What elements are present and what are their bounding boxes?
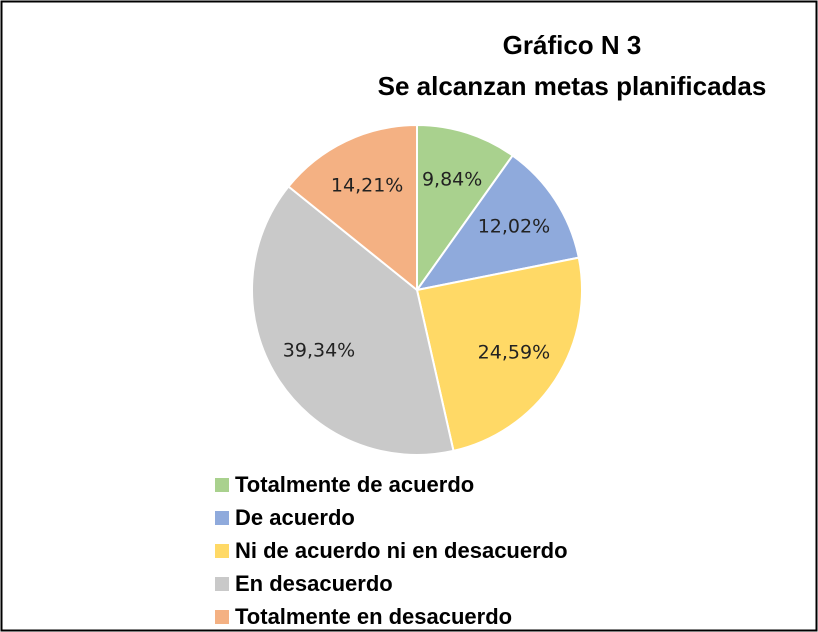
legend-swatch: [215, 610, 229, 624]
legend-swatch: [215, 577, 229, 591]
pie-slice: [416, 123, 515, 294]
legend-label: Totalmente de acuerdo: [235, 472, 474, 497]
pie-slice: [415, 256, 583, 453]
data-label: 14,21%: [331, 174, 403, 196]
data-label: 39,34%: [283, 340, 355, 362]
legend-label: De acuerdo: [235, 505, 355, 530]
data-label: 12,02%: [478, 216, 550, 238]
legend-swatch: [215, 478, 229, 492]
legend-label: Totalmente en desacuerdo: [235, 604, 512, 629]
chart-title: Gráfico N 3: [503, 30, 642, 60]
data-label: 24,59%: [478, 341, 550, 363]
pie-slice: [287, 123, 418, 293]
legend-swatch: [215, 511, 229, 525]
legend-swatch: [215, 544, 229, 558]
data-label: 9,84%: [422, 168, 482, 190]
chart-subtitle: Se alcanzan metas planificadas: [378, 71, 767, 101]
legend-label: Ni de acuerdo ni en desacuerdo: [235, 538, 568, 563]
pie-slice: [414, 154, 580, 292]
legend-label: En desacuerdo: [235, 571, 393, 596]
pie-slice: [251, 185, 455, 456]
